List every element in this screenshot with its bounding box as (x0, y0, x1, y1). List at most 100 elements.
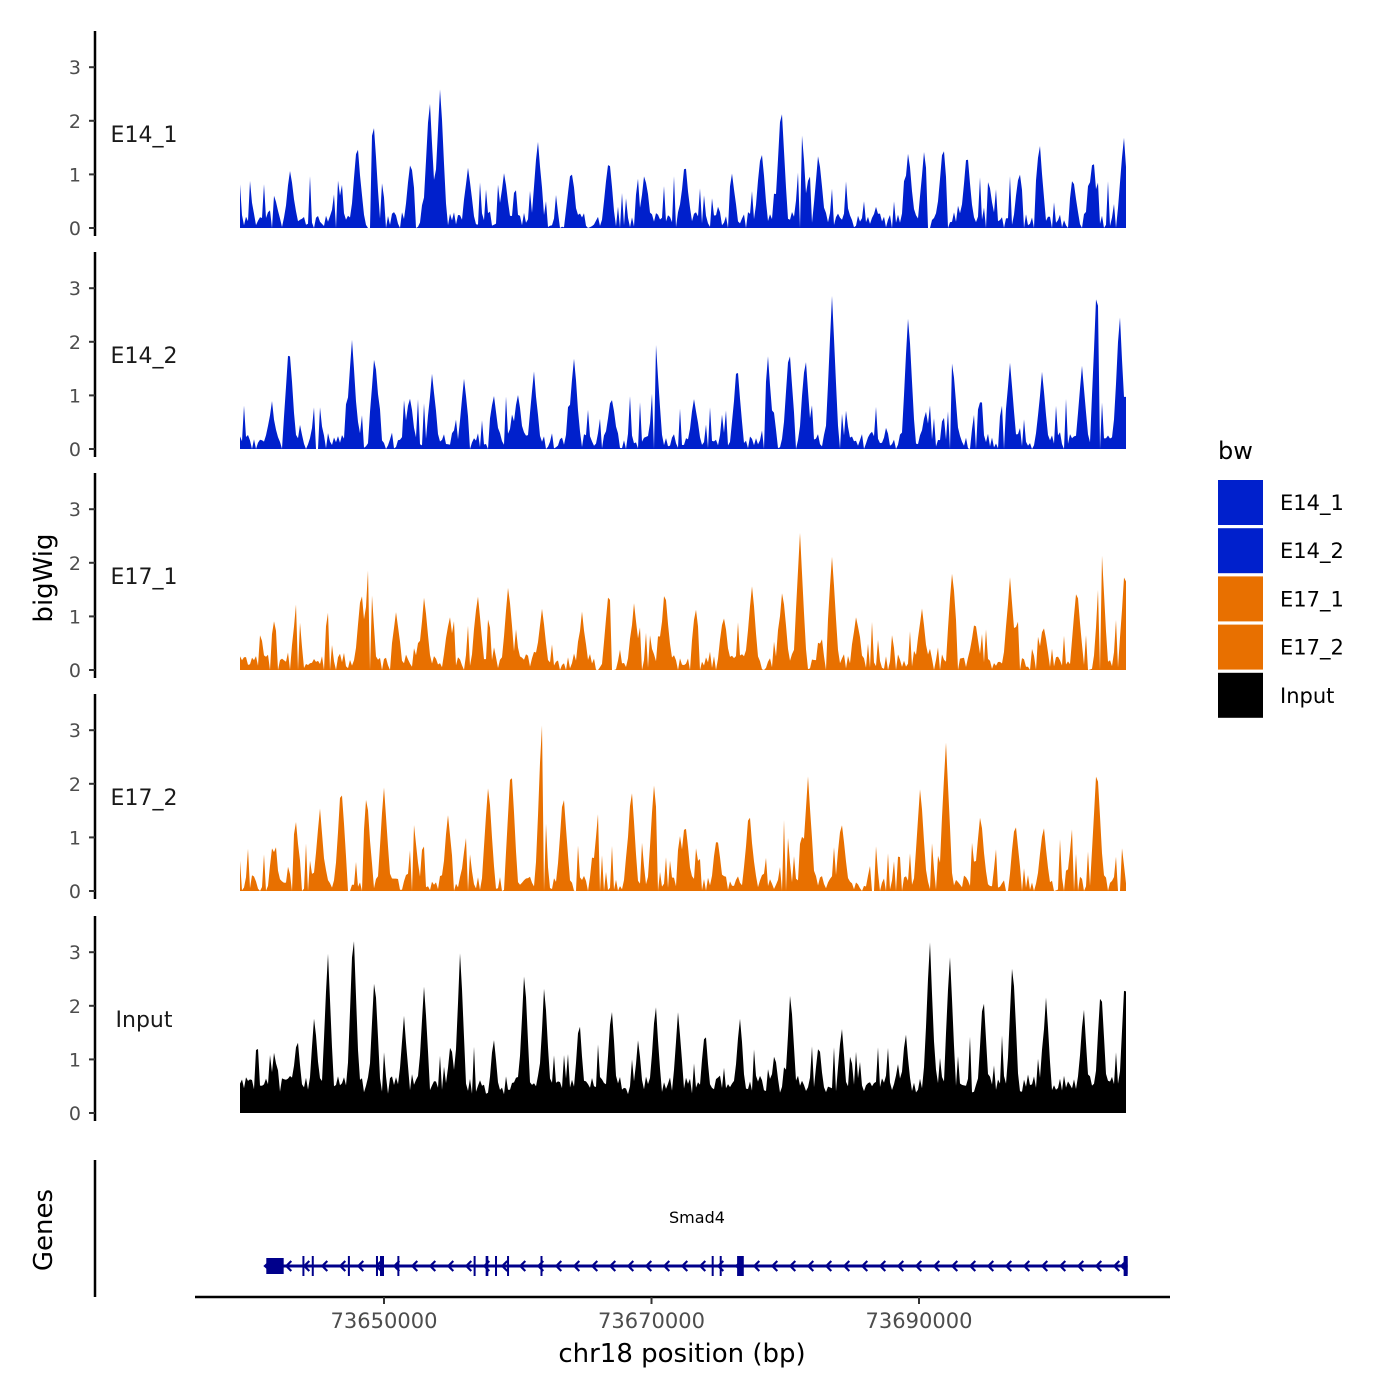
strand-arrow (770, 1260, 779, 1272)
y-tick-label: 0 (69, 881, 81, 903)
legend-label-e14-2: E14_2 (1280, 539, 1344, 564)
strand-arrow (428, 1260, 437, 1272)
legend-swatch-input (1218, 672, 1263, 718)
gene-exon (397, 1256, 400, 1276)
gene-exon (507, 1256, 510, 1276)
strand-arrow (608, 1260, 617, 1272)
strand-arrow (500, 1260, 509, 1272)
y-tick-label: 1 (69, 606, 81, 628)
signal-area-e14-1 (240, 89, 1126, 229)
track-e14-1: 0 1 2 3 E14_1 (69, 31, 1126, 240)
strand-arrow (356, 1260, 365, 1272)
track-input: 0 1 2 3 Input (69, 916, 1126, 1125)
x-tick-label: 73670000 (598, 1309, 705, 1333)
y-tick-label: 3 (69, 720, 81, 742)
strand-arrow (626, 1260, 635, 1272)
legend-label-e17-1: E17_1 (1280, 587, 1344, 612)
y-tick-label: 2 (69, 774, 81, 796)
strand-arrow (554, 1260, 563, 1272)
strand-arrow (1112, 1260, 1121, 1272)
y-tick-label: 0 (69, 439, 81, 461)
gene-exon (495, 1256, 498, 1276)
y-tick-label: 3 (69, 278, 81, 300)
gene-exon (737, 1256, 744, 1276)
gene-start-cap (263, 1258, 273, 1274)
x-tick-label: 73650000 (331, 1309, 438, 1333)
strand-arrow (842, 1260, 851, 1272)
strand-arrow (788, 1260, 797, 1272)
gene-exon (302, 1256, 305, 1276)
strand-arrow (518, 1260, 527, 1272)
gene-exon (485, 1256, 489, 1276)
strand-arrow (572, 1260, 581, 1272)
track-label: E14_1 (111, 123, 178, 148)
gene-exon (347, 1256, 350, 1276)
strand-arrow (1094, 1260, 1103, 1272)
legend-label-e17-2: E17_2 (1280, 636, 1344, 661)
signal-area-e17-2 (240, 725, 1126, 891)
strand-arrow (338, 1260, 347, 1272)
y-tick-label: 0 (69, 660, 81, 682)
strand-arrow (1076, 1260, 1085, 1272)
signal-area-input (240, 941, 1126, 1113)
x-tick-label: 73690000 (866, 1309, 973, 1333)
strand-arrow (986, 1260, 995, 1272)
y-tick-label: 2 (69, 332, 81, 354)
legend: bw E14_1 E14_2 E17_1 E17_2 Input (1218, 437, 1344, 718)
gene-exon (719, 1256, 722, 1276)
track-label: Input (116, 1008, 173, 1033)
y-tick-label: 0 (69, 218, 81, 240)
strand-arrow (932, 1260, 941, 1272)
y-axis-title: bigWig (29, 533, 59, 622)
strand-arrow (968, 1260, 977, 1272)
track-label: E17_2 (111, 786, 178, 811)
x-axis: 73650000 73670000 73690000 (195, 1295, 1170, 1333)
strand-arrow (896, 1260, 905, 1272)
gene-end-arrow (1119, 1258, 1128, 1274)
track-e14-2: 0 1 2 3 E14_2 (69, 252, 1126, 461)
strand-arrow (860, 1260, 869, 1272)
y-tick-label: 3 (69, 942, 81, 964)
signal-tracks: 0 1 2 3 E14_1 0 1 2 3 E14_2 0 1 2 3 E17_1 0 1 2 3 E17_2 0 1 2 3… (69, 31, 1126, 1125)
strand-arrow (878, 1260, 887, 1272)
strand-arrow (284, 1260, 293, 1272)
strand-arrow (1058, 1260, 1067, 1272)
strand-arrow (644, 1260, 653, 1272)
strand-arrow (662, 1260, 671, 1272)
legend-label-e14-1: E14_1 (1280, 491, 1344, 516)
strand-arrow (590, 1260, 599, 1272)
legend-swatch-e17-1 (1218, 576, 1263, 622)
strand-arrow (446, 1260, 455, 1272)
genes-axis-title: Genes (29, 1189, 59, 1271)
y-tick-label: 0 (69, 1103, 81, 1125)
legend-swatch-e14-2 (1218, 528, 1263, 574)
gene-exon (473, 1256, 476, 1276)
strand-arrow (410, 1260, 419, 1272)
y-tick-label: 1 (69, 385, 81, 407)
strand-arrow (1040, 1260, 1049, 1272)
track-label: E17_1 (111, 565, 178, 590)
strand-arrow (698, 1260, 707, 1272)
gene-exon (711, 1256, 714, 1276)
track-label: E14_2 (111, 344, 178, 369)
genes-panel: Smad4 (93, 1160, 1128, 1297)
legend-label-input: Input (1280, 684, 1334, 708)
y-tick-label: 3 (69, 499, 81, 521)
y-tick-label: 2 (69, 553, 81, 575)
signal-area-e14-2 (240, 295, 1126, 449)
gene-exon (311, 1256, 314, 1276)
strand-arrow (752, 1260, 761, 1272)
y-tick-label: 3 (69, 57, 81, 79)
y-tick-label: 1 (69, 164, 81, 186)
strand-arrow (950, 1260, 959, 1272)
strand-arrow (914, 1260, 923, 1272)
signal-area-e17-1 (240, 532, 1126, 670)
x-axis-title: chr18 position (bp) (558, 1339, 805, 1369)
gene-exon (379, 1256, 384, 1276)
legend-swatch-e14-1 (1218, 480, 1263, 525)
strand-arrow (1004, 1260, 1013, 1272)
track-e17-2: 0 1 2 3 E17_2 (69, 694, 1126, 903)
legend-swatch-e17-2 (1218, 624, 1263, 670)
